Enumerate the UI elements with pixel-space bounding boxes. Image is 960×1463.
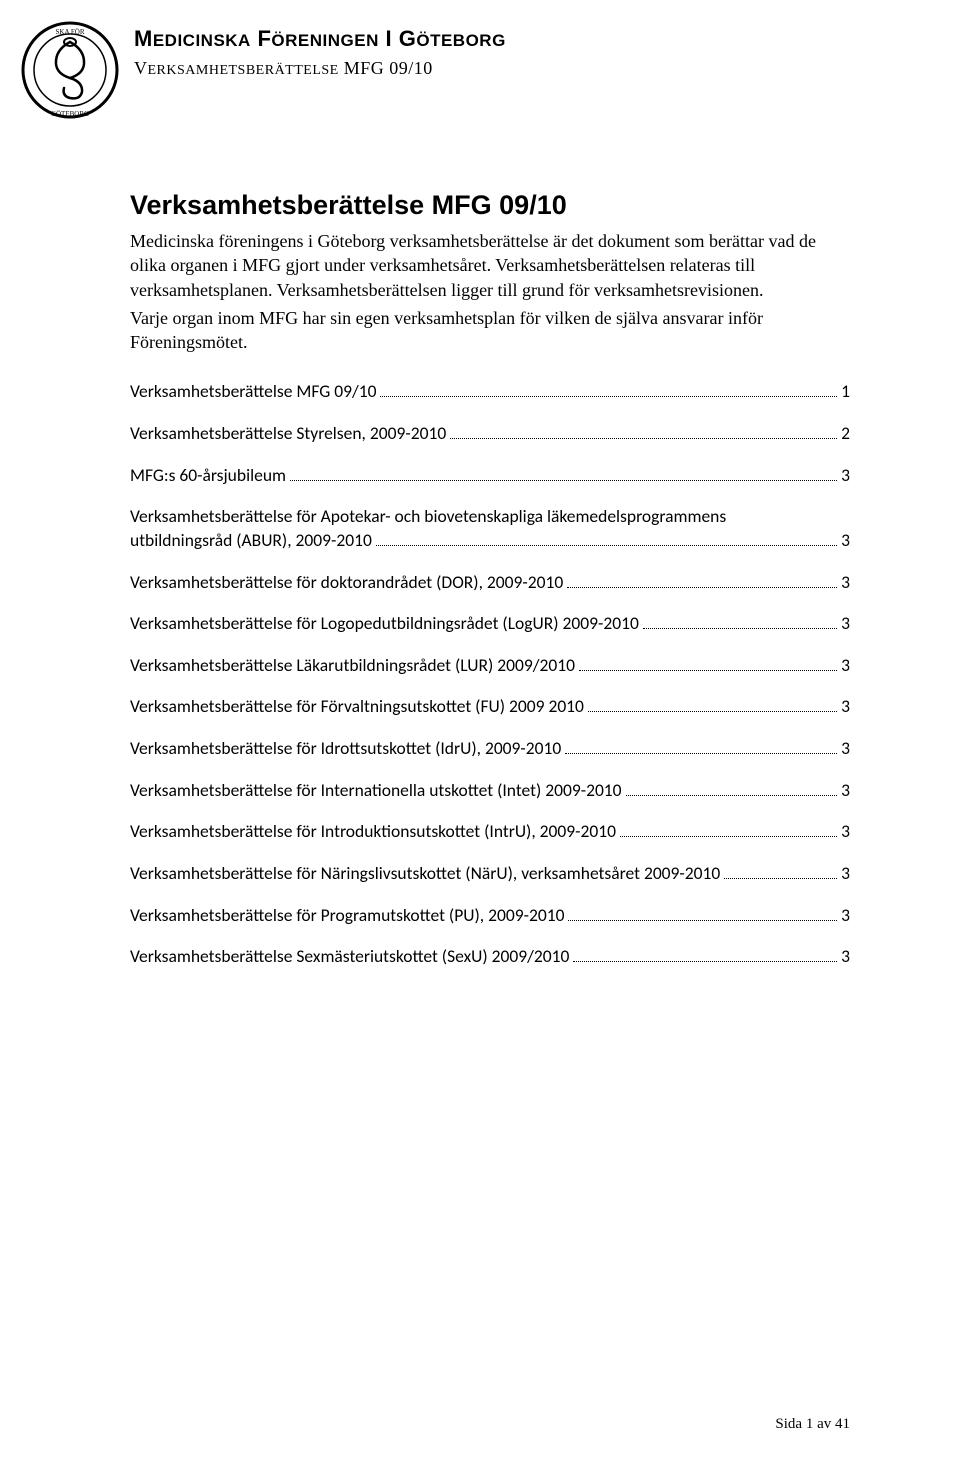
toc-leader <box>568 905 837 921</box>
toc-page-number: 3 <box>841 654 850 678</box>
toc-entry[interactable]: Verksamhetsberättelse för Programutskott… <box>130 904 850 928</box>
toc-entry[interactable]: Verksamhetsberättelse Sexmästeriutskotte… <box>130 945 850 969</box>
toc-page-number: 3 <box>841 464 850 488</box>
toc-leader <box>567 572 837 588</box>
intro-paragraph-1: Medicinska föreningens i Göteborg verksa… <box>130 229 850 302</box>
toc-leader <box>376 530 837 546</box>
toc-page-number: 3 <box>841 571 850 595</box>
toc-leader <box>573 946 837 962</box>
org-name: MEDICINSKA FÖRENINGEN I GÖTEBORG <box>134 26 506 52</box>
toc-page-number: 3 <box>841 529 850 553</box>
header-text: MEDICINSKA FÖRENINGEN I GÖTEBORG VERKSAM… <box>134 20 506 79</box>
toc-page-number: 3 <box>841 612 850 636</box>
toc-label: Verksamhetsberättelse för Näringslivsuts… <box>130 862 720 886</box>
toc-entry[interactable]: Verksamhetsberättelse för Internationell… <box>130 779 850 803</box>
toc-page-number: 3 <box>841 737 850 761</box>
toc-label: Verksamhetsberättelse för Apotekar- och … <box>130 505 850 529</box>
toc-entry[interactable]: MFG:s 60-årsjubileum 3 <box>130 464 850 488</box>
toc-entry[interactable]: Verksamhetsberättelse Styrelsen, 2009-20… <box>130 422 850 446</box>
toc-leader <box>579 655 837 671</box>
toc-entry[interactable]: Verksamhetsberättelse för Näringslivsuts… <box>130 862 850 886</box>
toc-page-number: 3 <box>841 904 850 928</box>
toc-label: Verksamhetsberättelse för Introduktionsu… <box>130 820 616 844</box>
toc-page-number: 1 <box>841 380 850 404</box>
toc-page-number: 3 <box>841 695 850 719</box>
document-header: SKA FÖR GÖTEBORG MEDICINSKA FÖRENINGEN I… <box>130 20 850 120</box>
toc-leader <box>643 613 837 629</box>
toc-leader <box>588 697 837 713</box>
toc-entry[interactable]: Verksamhetsberättelse för Introduktionsu… <box>130 820 850 844</box>
toc-label: Verksamhetsberättelse Sexmästeriutskotte… <box>130 945 569 969</box>
toc-entry[interactable]: Verksamhetsberättelse för Förvaltningsut… <box>130 695 850 719</box>
toc-label: Verksamhetsberättelse för Programutskott… <box>130 904 564 928</box>
toc-label: Verksamhetsberättelse för Idrottsutskott… <box>130 737 561 761</box>
toc-entry[interactable]: Verksamhetsberättelse för Logopedutbildn… <box>130 612 850 636</box>
toc-leader <box>380 382 837 398</box>
toc-label: Verksamhetsberättelse Styrelsen, 2009-20… <box>130 422 446 446</box>
intro-paragraph-2: Varje organ inom MFG har sin egen verksa… <box>130 306 850 355</box>
toc-entry[interactable]: Verksamhetsberättelse för Apotekar- och … <box>130 505 850 552</box>
toc-leader <box>565 738 837 754</box>
toc-page-number: 3 <box>841 820 850 844</box>
toc-entry[interactable]: Verksamhetsberättelse Läkarutbildningsrå… <box>130 654 850 678</box>
toc-entry[interactable]: Verksamhetsberättelse MFG 09/10 1 <box>130 380 850 404</box>
toc-leader <box>620 822 837 838</box>
toc-entry[interactable]: Verksamhetsberättelse för Idrottsutskott… <box>130 737 850 761</box>
toc-label: MFG:s 60-årsjubileum <box>130 464 286 488</box>
toc-leader <box>450 423 837 439</box>
toc-page-number: 3 <box>841 779 850 803</box>
doc-subtitle: VERKSAMHETSBERÄTTELSE MFG 09/10 <box>134 58 506 79</box>
toc-label: Verksamhetsberättelse Läkarutbildningsrå… <box>130 654 575 678</box>
toc-label: utbildningsråd (ABUR), 2009-2010 <box>130 529 372 553</box>
toc-page-number: 3 <box>841 862 850 886</box>
table-of-contents: Verksamhetsberättelse MFG 09/101Verksamh… <box>130 380 850 968</box>
svg-text:SKA FÖR: SKA FÖR <box>56 28 85 36</box>
toc-page-number: 2 <box>841 422 850 446</box>
svg-text:GÖTEBORG: GÖTEBORG <box>51 110 89 118</box>
toc-leader <box>290 465 837 481</box>
toc-leader <box>724 863 837 879</box>
toc-leader <box>626 780 838 796</box>
toc-label: Verksamhetsberättelse MFG 09/10 <box>130 380 376 404</box>
toc-page-number: 3 <box>841 945 850 969</box>
toc-entry[interactable]: Verksamhetsberättelse för doktorandrådet… <box>130 571 850 595</box>
page-title: Verksamhetsberättelse MFG 09/10 <box>130 190 850 221</box>
page-footer: Sida 1 av 41 <box>775 1416 850 1433</box>
toc-label: Verksamhetsberättelse för Förvaltningsut… <box>130 695 584 719</box>
toc-label: Verksamhetsberättelse för Logopedutbildn… <box>130 612 639 636</box>
toc-label: Verksamhetsberättelse för Internationell… <box>130 779 622 803</box>
org-logo: SKA FÖR GÖTEBORG <box>20 20 120 120</box>
toc-label: Verksamhetsberättelse för doktorandrådet… <box>130 571 563 595</box>
